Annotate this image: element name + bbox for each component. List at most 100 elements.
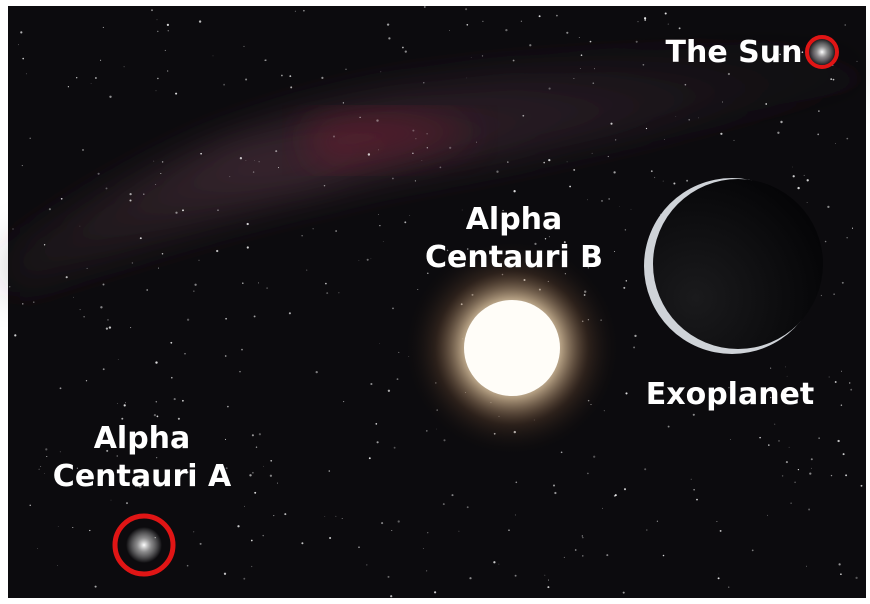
star	[394, 447, 396, 449]
star	[324, 185, 325, 186]
star	[103, 27, 104, 28]
star	[388, 37, 390, 39]
star	[245, 78, 247, 80]
star	[170, 342, 172, 344]
star	[646, 529, 648, 531]
star	[592, 153, 593, 154]
star	[143, 194, 144, 195]
star	[187, 565, 189, 567]
star	[284, 513, 286, 515]
star	[613, 171, 615, 173]
label-sun: The Sun	[666, 35, 803, 70]
star	[118, 359, 119, 360]
star	[129, 199, 131, 201]
star	[521, 21, 522, 22]
star	[83, 316, 84, 317]
star	[241, 349, 243, 351]
star	[804, 175, 805, 176]
star	[809, 472, 811, 474]
star	[289, 75, 291, 77]
star	[270, 460, 272, 462]
star	[371, 258, 372, 259]
star	[313, 228, 314, 229]
star	[44, 244, 45, 245]
star	[675, 116, 676, 117]
star	[835, 143, 836, 144]
star	[379, 225, 380, 226]
star	[167, 70, 168, 71]
star	[734, 140, 735, 141]
star	[390, 595, 392, 597]
star	[103, 368, 105, 370]
star	[592, 82, 594, 84]
star	[18, 44, 19, 45]
label-alpha-a-line1: Alpha	[94, 421, 191, 456]
star	[80, 226, 81, 227]
star	[345, 69, 346, 70]
star	[378, 214, 379, 215]
star	[434, 591, 436, 593]
star	[175, 212, 177, 214]
star	[624, 488, 626, 490]
star	[835, 381, 837, 383]
star	[609, 198, 610, 199]
star	[580, 68, 581, 69]
star	[367, 259, 369, 261]
star	[644, 19, 646, 21]
star	[89, 530, 90, 531]
star	[838, 563, 840, 565]
star	[168, 30, 169, 31]
star	[529, 44, 531, 46]
exoplanet	[653, 179, 823, 349]
star	[242, 282, 244, 284]
star	[275, 150, 277, 152]
star	[566, 32, 568, 34]
star	[602, 508, 603, 509]
star	[409, 215, 410, 216]
star	[818, 437, 819, 438]
star	[193, 532, 194, 533]
star	[383, 241, 384, 242]
star	[436, 429, 437, 430]
star	[508, 530, 509, 531]
star	[581, 54, 583, 56]
star	[415, 138, 416, 139]
star	[467, 506, 469, 508]
star	[785, 367, 786, 368]
star	[845, 24, 846, 25]
star	[156, 401, 157, 402]
star	[155, 184, 156, 185]
star	[499, 564, 500, 565]
star	[240, 157, 242, 159]
star	[601, 200, 603, 202]
star	[194, 284, 196, 286]
star	[124, 66, 125, 67]
star	[730, 439, 731, 440]
alpha-a-star	[126, 527, 162, 563]
star	[157, 19, 158, 20]
star	[417, 289, 418, 290]
star	[633, 346, 635, 348]
star	[225, 439, 226, 440]
star	[160, 173, 161, 174]
star	[239, 371, 241, 373]
star	[807, 202, 808, 203]
star	[496, 171, 498, 173]
star	[829, 377, 830, 378]
star	[604, 410, 605, 411]
star	[98, 173, 100, 175]
star	[216, 250, 218, 252]
star	[777, 132, 779, 134]
star	[95, 586, 97, 588]
star	[392, 308, 394, 310]
star	[782, 475, 783, 476]
star	[722, 102, 723, 103]
star	[381, 522, 383, 524]
star	[266, 287, 268, 289]
star	[264, 60, 266, 62]
star	[543, 162, 545, 164]
star	[76, 77, 77, 78]
star	[377, 441, 379, 443]
star	[651, 170, 653, 172]
star	[387, 23, 389, 25]
